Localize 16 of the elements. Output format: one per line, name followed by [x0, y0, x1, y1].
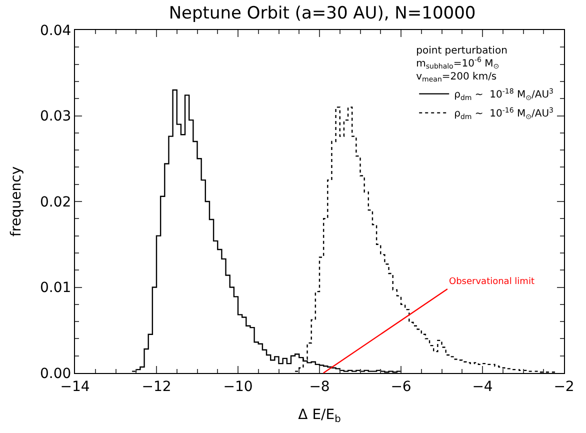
- y-tick-label: 0.02: [40, 194, 72, 210]
- legend-label: ρ$_{dm}$ ~ 10$^{-16}$ M$_{⊙}$/AU$^{3}$: [454, 106, 554, 121]
- legend-label: ρ$_{dm}$ ~ 10$^{-18}$ M$_{⊙}$/AU$^{3}$: [454, 87, 554, 102]
- x-tick-label: −6: [390, 378, 412, 395]
- annotation: Observational limit: [449, 277, 535, 287]
- y-tick-label: 0.03: [40, 108, 72, 125]
- x-tick-label: −4: [472, 378, 493, 395]
- x-tick-label: −12: [142, 378, 172, 395]
- x-tick-label: −8: [309, 378, 330, 395]
- y-tick-label: 0.01: [40, 280, 72, 296]
- y-tick-label: 0.04: [40, 22, 72, 39]
- x-axis-title: Δ E/E$_{b}$: [298, 407, 341, 426]
- y-axis-title: frequency: [8, 166, 25, 237]
- chart-title: Neptune Orbit (a=30 AU), N=10000: [168, 3, 476, 24]
- x-tick-label: −2: [554, 378, 574, 395]
- x-tick-label: −10: [223, 378, 253, 395]
